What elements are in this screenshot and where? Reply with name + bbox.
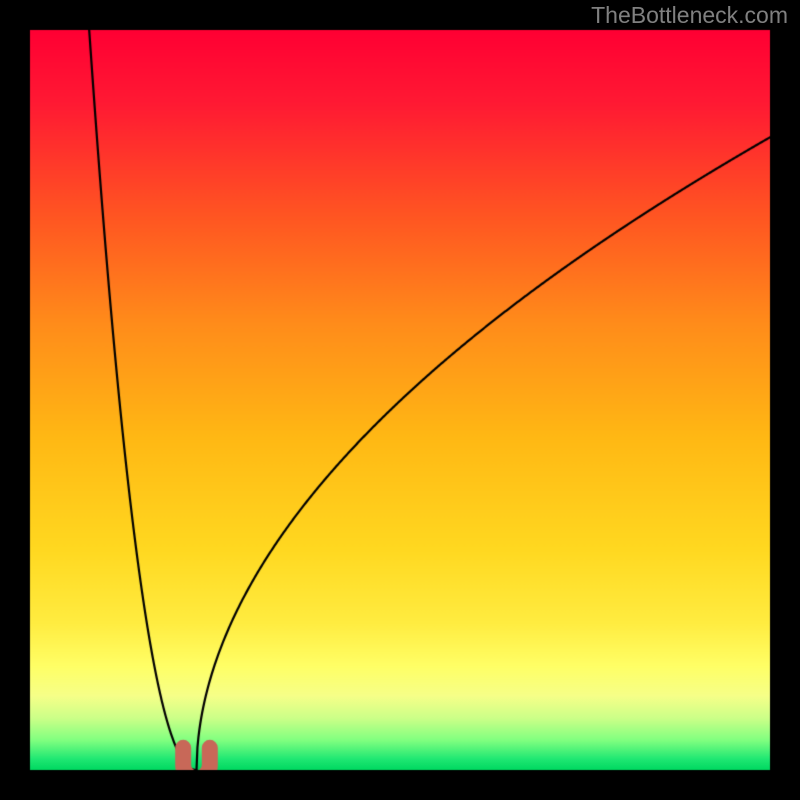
chart-stage: TheBottleneck.com <box>0 0 800 800</box>
bottleneck-chart-canvas <box>0 0 800 800</box>
watermark-text: TheBottleneck.com <box>591 2 788 29</box>
